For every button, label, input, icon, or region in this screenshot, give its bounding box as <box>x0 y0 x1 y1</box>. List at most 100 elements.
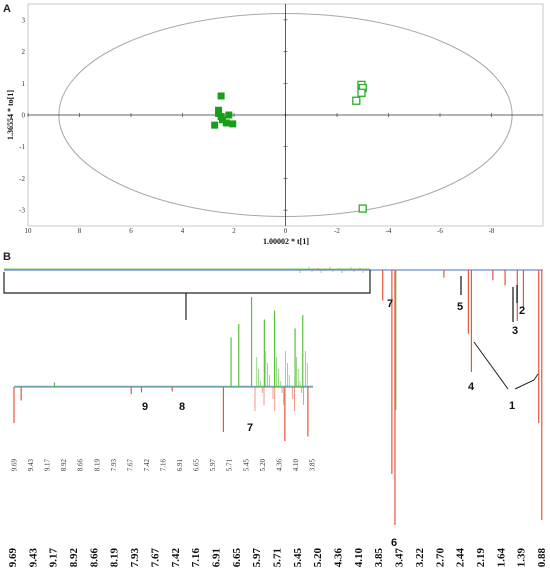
main-tick-label: 8.92 <box>68 548 80 568</box>
open-square-point <box>352 96 361 105</box>
filled-square-point <box>218 116 226 124</box>
inset-tick-label: 5.20 <box>259 459 267 472</box>
x-tick-label: -8 <box>489 227 495 235</box>
filled-square-point <box>211 121 219 129</box>
main-tick-label: 6.91 <box>210 548 222 567</box>
x-tick-label: 0 <box>284 227 288 235</box>
main-tick-label: 4.10 <box>353 548 365 568</box>
main-ppm-tick-labels: 9.69 9.43 9.17 8.92 8.66 8.19 7.93 7.67 7.42 7.16… <box>7 548 548 568</box>
main-tick-label: 2.70 <box>434 548 446 568</box>
inset-tick-label: 8.92 <box>60 459 68 472</box>
inset-tick-label: 8.19 <box>93 459 101 472</box>
filled-square-point <box>217 92 225 100</box>
inset-tick-label: 7.42 <box>143 459 151 472</box>
peak-annotation: 1 <box>509 400 515 412</box>
x-tick-label: 2 <box>232 227 236 235</box>
main-tick-label: 7.42 <box>170 548 182 568</box>
leader-line <box>473 341 509 390</box>
inset-tick-label: 5.71 <box>226 459 234 472</box>
y-tick-label: 0 <box>22 112 26 120</box>
inset-ppm-tick-labels: 9.69 9.43 9.17 8.92 8.66 8.19 7.93 7.67 7.42 7.16… <box>11 459 317 472</box>
inset-tick-label: 5.97 <box>209 459 217 472</box>
peak-annotation: 4 <box>468 381 475 393</box>
inset-tick-label: 9.69 <box>11 459 19 472</box>
filled-square-point <box>229 120 237 128</box>
main-tick-label: 6.65 <box>231 548 243 568</box>
scatter-points <box>211 80 367 213</box>
leader-line <box>514 379 535 390</box>
main-tick-label: 7.16 <box>190 548 202 568</box>
filled-square-point <box>225 111 233 119</box>
panel-a-label: A <box>3 3 11 15</box>
main-tick-label: 4.36 <box>333 548 345 568</box>
inset-spectrum <box>13 297 313 441</box>
inset-tick-label: 9.43 <box>27 459 35 472</box>
peak-annotation: 2 <box>519 305 525 317</box>
main-tick-label: 8.66 <box>88 548 100 568</box>
main-tick-label: 9.43 <box>27 548 39 568</box>
peak-annotation: 7 <box>387 298 393 310</box>
peak-annotation: 3 <box>512 325 518 337</box>
peak-annotation: 5 <box>457 301 463 313</box>
main-tick-label: 7.93 <box>129 548 141 568</box>
peak-annotation: 7 <box>247 422 253 434</box>
panel-b-label: B <box>3 251 11 263</box>
y-tick-label: 2 <box>22 48 26 56</box>
main-tick-label: 5.97 <box>251 548 263 568</box>
main-tick-label: 9.69 <box>7 548 19 568</box>
inset-tick-label: 3.85 <box>309 459 317 472</box>
y-tick-label: 3 <box>22 16 26 24</box>
main-tick-label: 2.44 <box>455 548 467 568</box>
bracket-line <box>3 270 371 294</box>
main-tick-label: 9.17 <box>48 548 60 568</box>
inset-tick-label: 9.17 <box>44 459 52 472</box>
main-tick-label: 7.67 <box>149 548 161 568</box>
inset-tick-label: 7.67 <box>126 459 134 472</box>
inset-tick-label: 6.91 <box>176 459 184 472</box>
x-tick-label: 6 <box>129 227 133 235</box>
inset-tick-label: 7.16 <box>160 459 168 472</box>
open-square-point <box>358 204 367 213</box>
inset-tick-label: 4.10 <box>292 459 300 472</box>
x-tick-label: -4 <box>386 227 392 235</box>
main-spectrum <box>4 267 543 525</box>
main-tick-label: 3.47 <box>394 548 406 568</box>
y-tick-label: 1 <box>22 80 26 88</box>
y-axis-label: 1.36554 * to[1] <box>6 90 15 140</box>
open-square-point <box>357 88 366 97</box>
main-tick-label: 5.71 <box>272 548 284 567</box>
panel-b: B 9.69 9.43 9.17 8.92 8.66 8.19 7.93 7.67 7.42 7.… <box>3 251 548 567</box>
inset-tick-label: 7.93 <box>110 459 118 472</box>
x-tick-label: 10 <box>25 227 33 235</box>
peak-annotation: 6 <box>391 537 397 549</box>
peak-annotation: 8 <box>179 401 185 413</box>
x-tick-labels: 10 8 6 4 2 0 -2 -4 -6 -8 <box>25 113 495 235</box>
y-tick-label: -1 <box>19 143 25 151</box>
main-tick-label: 0.88 <box>536 548 548 568</box>
inset-tick-label: 5.45 <box>242 459 250 472</box>
main-tick-label: 5.20 <box>312 548 324 568</box>
inset-tick-label: 8.66 <box>77 459 85 472</box>
x-tick-label: -2 <box>334 227 340 235</box>
main-tick-label: 3.22 <box>414 548 426 568</box>
zoom-bracket <box>3 270 371 320</box>
inset-tick-label: 4.36 <box>275 459 283 472</box>
inset-tick-label: 6.65 <box>193 459 201 472</box>
y-tick-labels: 3 2 1 0 -1 -2 -3 <box>19 16 288 215</box>
x-tick-label: 8 <box>78 227 82 235</box>
y-tick-label: -2 <box>19 175 25 183</box>
main-tick-label: 1.64 <box>495 548 507 568</box>
main-tick-label: 5.45 <box>292 548 304 568</box>
peak-annotation: 9 <box>142 401 148 413</box>
y-tick-label: -3 <box>19 207 25 215</box>
main-tick-label: 8.19 <box>109 548 121 568</box>
main-tick-label: 3.85 <box>373 548 385 568</box>
x-tick-label: -6 <box>437 227 443 235</box>
filled-square-point <box>222 119 230 127</box>
main-tick-label: 2.19 <box>475 548 487 568</box>
x-tick-label: 4 <box>181 227 185 235</box>
x-axis-label: 1.00002 * t[1] <box>263 237 309 246</box>
